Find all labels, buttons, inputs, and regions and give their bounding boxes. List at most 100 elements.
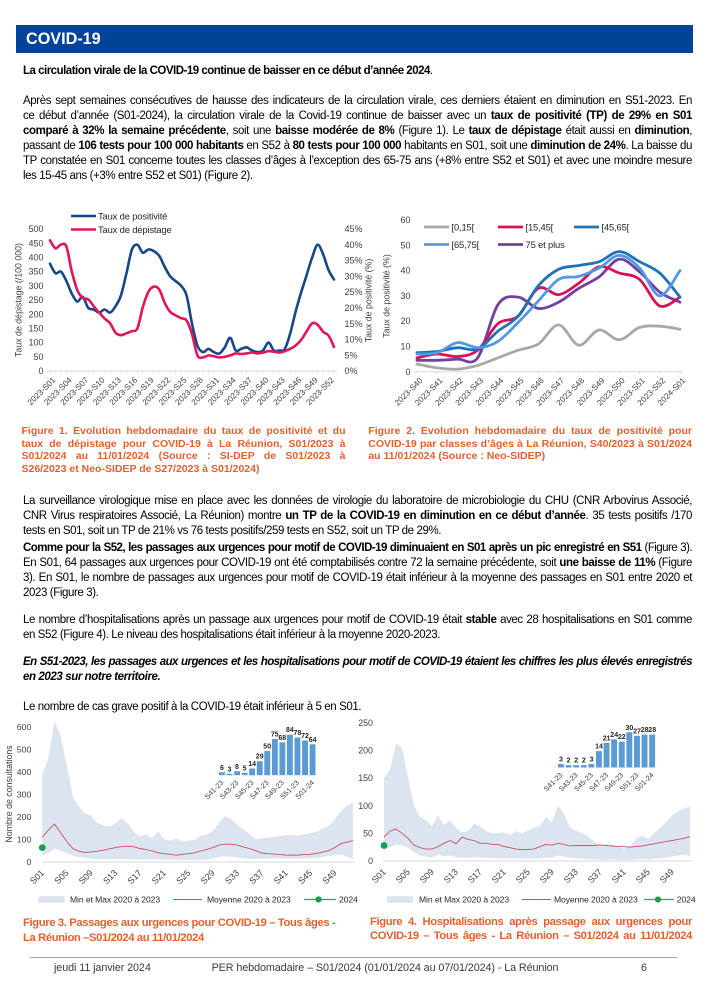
svg-text:150: 150 [28,324,43,334]
svg-text:30: 30 [626,725,634,732]
svg-text:S49: S49 [658,867,676,885]
svg-text:400: 400 [17,767,32,777]
svg-text:Nombre de consultations: Nombre de consultations [4,745,14,843]
svg-text:10: 10 [400,342,410,352]
svg-text:14: 14 [595,744,603,751]
svg-text:Taux de positivité (%): Taux de positivité (%) [364,259,374,343]
svg-text:S37: S37 [247,868,265,886]
svg-text:600: 600 [17,722,32,732]
svg-text:25%: 25% [345,287,363,297]
svg-text:78: 78 [294,730,302,737]
svg-text:100: 100 [17,835,32,845]
svg-text:300: 300 [17,790,32,800]
svg-text:0%: 0% [345,366,358,376]
svg-text:0: 0 [26,857,31,867]
svg-text:22: 22 [618,734,626,741]
svg-text:S33: S33 [562,867,580,885]
svg-text:0: 0 [368,856,373,866]
svg-text:150: 150 [358,773,373,783]
svg-text:50: 50 [263,744,271,751]
svg-text:S45: S45 [296,868,314,886]
svg-text:10%: 10% [345,335,363,345]
svg-text:S37: S37 [586,867,604,885]
svg-text:S09: S09 [418,867,436,885]
svg-text:S29: S29 [538,867,556,885]
svg-text:30: 30 [400,291,410,301]
svg-text:24: 24 [610,732,618,739]
svg-text:Taux de positivité (%): Taux de positivité (%) [382,254,392,338]
svg-text:250: 250 [358,718,373,728]
svg-text:27: 27 [633,728,641,735]
svg-text:0: 0 [405,367,410,377]
svg-text:250: 250 [28,295,43,305]
svg-text:[45,65[: [45,65[ [602,222,630,233]
svg-text:50: 50 [33,352,43,362]
svg-text:S45: S45 [634,867,652,885]
svg-text:3: 3 [589,757,593,764]
svg-text:2: 2 [567,758,571,765]
svg-text:20: 20 [400,316,410,326]
svg-text:S49: S49 [320,868,338,886]
svg-text:450: 450 [28,238,43,248]
svg-text:500: 500 [17,745,32,755]
svg-text:S13: S13 [101,868,119,886]
svg-text:40%: 40% [345,240,363,250]
svg-text:S21: S21 [150,868,168,886]
svg-text:S21: S21 [490,867,508,885]
svg-text:5: 5 [243,765,247,772]
svg-text:S17: S17 [125,868,143,886]
svg-text:50: 50 [363,829,373,839]
svg-text:35%: 35% [345,256,363,266]
svg-text:S05: S05 [394,867,412,885]
svg-text:3: 3 [559,757,563,764]
svg-text:S13: S13 [442,867,460,885]
svg-text:60: 60 [400,215,410,225]
svg-text:350: 350 [28,267,43,277]
svg-text:S41: S41 [610,867,628,885]
svg-text:68: 68 [278,735,286,742]
svg-text:Moyenne 2020 à 2023: Moyenne 2020 à 2023 [554,894,638,904]
svg-text:Min et Max 2020 à 2023: Min et Max 2020 à 2023 [419,894,509,904]
svg-text:200: 200 [358,746,373,756]
svg-text:[0,15[: [0,15[ [452,222,475,233]
svg-text:28: 28 [648,727,656,734]
svg-text:2024: 2024 [339,894,358,904]
svg-text:64: 64 [309,737,317,744]
svg-text:500: 500 [28,224,43,234]
svg-text:Taux de dépistage (/100 000): Taux de dépistage (/100 000) [14,243,24,357]
svg-text:72: 72 [301,733,309,740]
svg-text:45%: 45% [345,224,363,234]
svg-text:100: 100 [358,801,373,811]
svg-text:100: 100 [28,338,43,348]
svg-text:S25: S25 [514,867,532,885]
svg-text:200: 200 [28,309,43,319]
svg-text:28: 28 [641,727,649,734]
svg-text:[15,45[: [15,45[ [526,222,554,233]
svg-text:40: 40 [400,266,410,276]
svg-text:400: 400 [28,253,43,263]
svg-text:[65,75[: [65,75[ [452,239,480,250]
svg-text:S33: S33 [223,868,241,886]
svg-text:S05: S05 [52,868,70,886]
svg-text:S29: S29 [199,868,217,886]
svg-text:2: 2 [574,758,578,765]
svg-text:30%: 30% [345,271,363,281]
svg-text:29: 29 [256,754,264,761]
svg-text:20%: 20% [345,303,363,313]
svg-text:84: 84 [286,727,294,734]
svg-text:Taux de positivité: Taux de positivité [98,211,167,222]
svg-text:15%: 15% [345,319,363,329]
svg-text:S41: S41 [272,868,290,886]
svg-text:S25: S25 [174,868,192,886]
svg-text:14: 14 [248,761,256,768]
svg-text:2024: 2024 [677,894,696,904]
svg-text:0: 0 [38,366,43,376]
svg-text:2: 2 [582,758,586,765]
svg-text:300: 300 [28,281,43,291]
svg-text:6: 6 [220,765,224,772]
svg-text:200: 200 [17,812,32,822]
svg-text:S01: S01 [28,868,46,886]
svg-text:Moyenne 2020 à 2023: Moyenne 2020 à 2023 [207,894,291,904]
svg-text:Min et Max 2020 à 2023: Min et Max 2020 à 2023 [70,894,160,904]
svg-text:75: 75 [271,732,279,739]
